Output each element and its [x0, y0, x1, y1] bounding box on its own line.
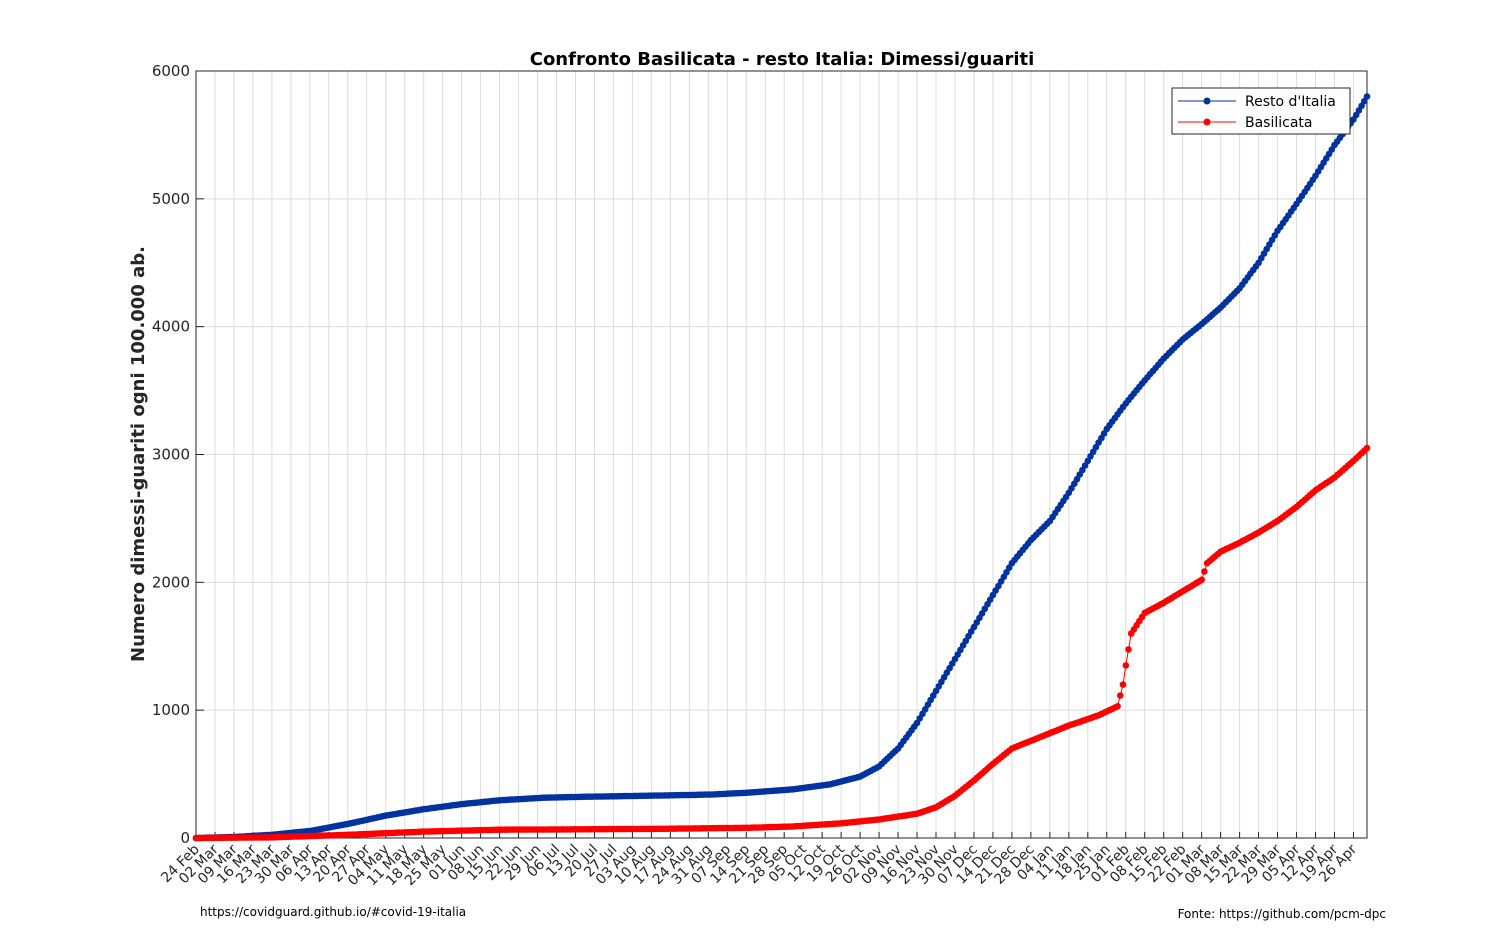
data-point	[1201, 568, 1208, 575]
y-tick-label: 0	[180, 829, 190, 847]
footer-source-right: Fonte: https://github.com/pcm-dpc	[1178, 907, 1386, 921]
series-line	[195, 96, 1368, 839]
data-point	[1114, 703, 1121, 710]
data-point	[1125, 646, 1132, 653]
y-tick-label: 2000	[152, 573, 190, 591]
data-point	[1117, 692, 1124, 699]
data-point	[1122, 662, 1130, 669]
y-tick-label: 5000	[152, 190, 190, 208]
data-point	[1119, 681, 1127, 688]
y-tick-label: 4000	[152, 318, 190, 336]
y-axis: 0 1000 2000 3000 4000 5000 6000	[152, 62, 204, 847]
legend-label-resto: Resto d'Italia	[1245, 94, 1336, 110]
footer-source-left: https://covidguard.github.io/#covid-19-i…	[200, 905, 466, 919]
series-basilicata	[192, 444, 1371, 842]
series-resto-italia	[192, 93, 1371, 842]
data-point	[1198, 576, 1205, 584]
y-axis-label: Numero dimessi-guariti ogni 100.000 ab.	[128, 246, 149, 662]
legend-marker-basilicata	[1203, 118, 1211, 126]
grid	[196, 71, 1367, 838]
chart-title: Confronto Basilicata - resto Italia: Dim…	[530, 49, 1035, 70]
series-line	[195, 447, 1368, 839]
data-point	[1363, 93, 1371, 100]
y-tick-label: 1000	[152, 701, 190, 719]
legend: Resto d'Italia Basilicata	[1171, 87, 1351, 135]
data-point	[1363, 444, 1371, 452]
legend-marker-resto	[1203, 97, 1211, 105]
legend-box	[1171, 87, 1351, 135]
y-tick-label: 3000	[152, 446, 190, 464]
y-tick-label: 6000	[152, 62, 190, 80]
series-layer	[192, 93, 1371, 842]
legend-label-basilicata: Basilicata	[1245, 115, 1313, 131]
